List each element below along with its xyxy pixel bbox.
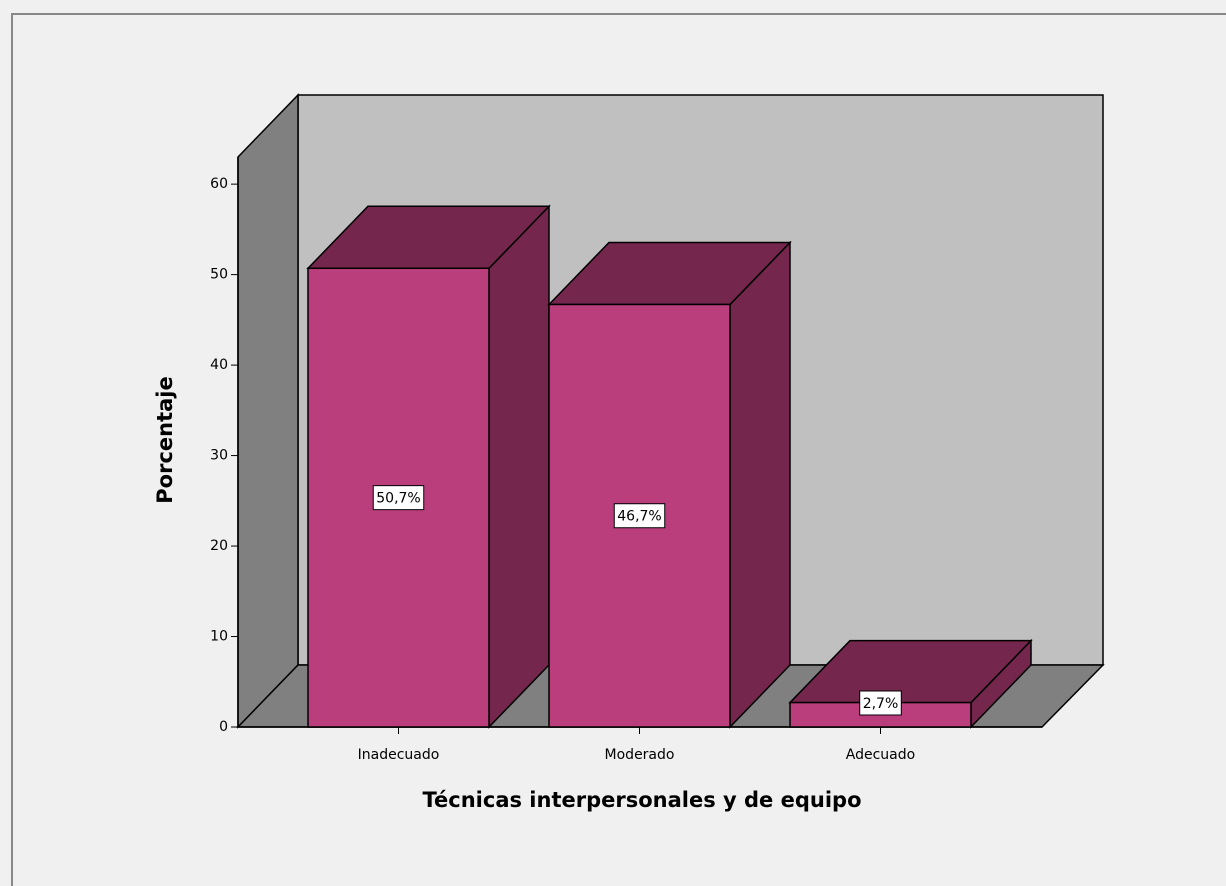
y-tick-label: 0: [219, 719, 228, 735]
x-tick-label: Moderado: [605, 747, 675, 763]
bar-side: [729, 240, 791, 729]
y-tick-label: 40: [210, 357, 228, 373]
value-label-box: [372, 485, 425, 511]
y-tick-label: 50: [210, 267, 228, 283]
value-label: 2,7%: [863, 696, 899, 712]
value-label: 50,7%: [376, 491, 420, 507]
y-tick-label: 60: [210, 176, 228, 192]
x-tick-label: Adecuado: [846, 747, 915, 763]
frame: [11, 13, 1226, 886]
value-label: 46,7%: [617, 509, 661, 525]
x-axis-title: Técnicas interpersonales y de equipo: [423, 788, 862, 812]
y-tick-label: 10: [210, 629, 228, 645]
value-label-box: [613, 503, 666, 529]
y-tick-label: 20: [210, 538, 228, 554]
left-wall: [237, 93, 299, 729]
value-label-box: [859, 690, 902, 716]
y-tick-label: 30: [210, 448, 228, 464]
x-tick-label: Inadecuado: [358, 747, 440, 763]
bar-side: [488, 204, 550, 729]
y-axis-title: Porcentaje: [153, 376, 177, 503]
